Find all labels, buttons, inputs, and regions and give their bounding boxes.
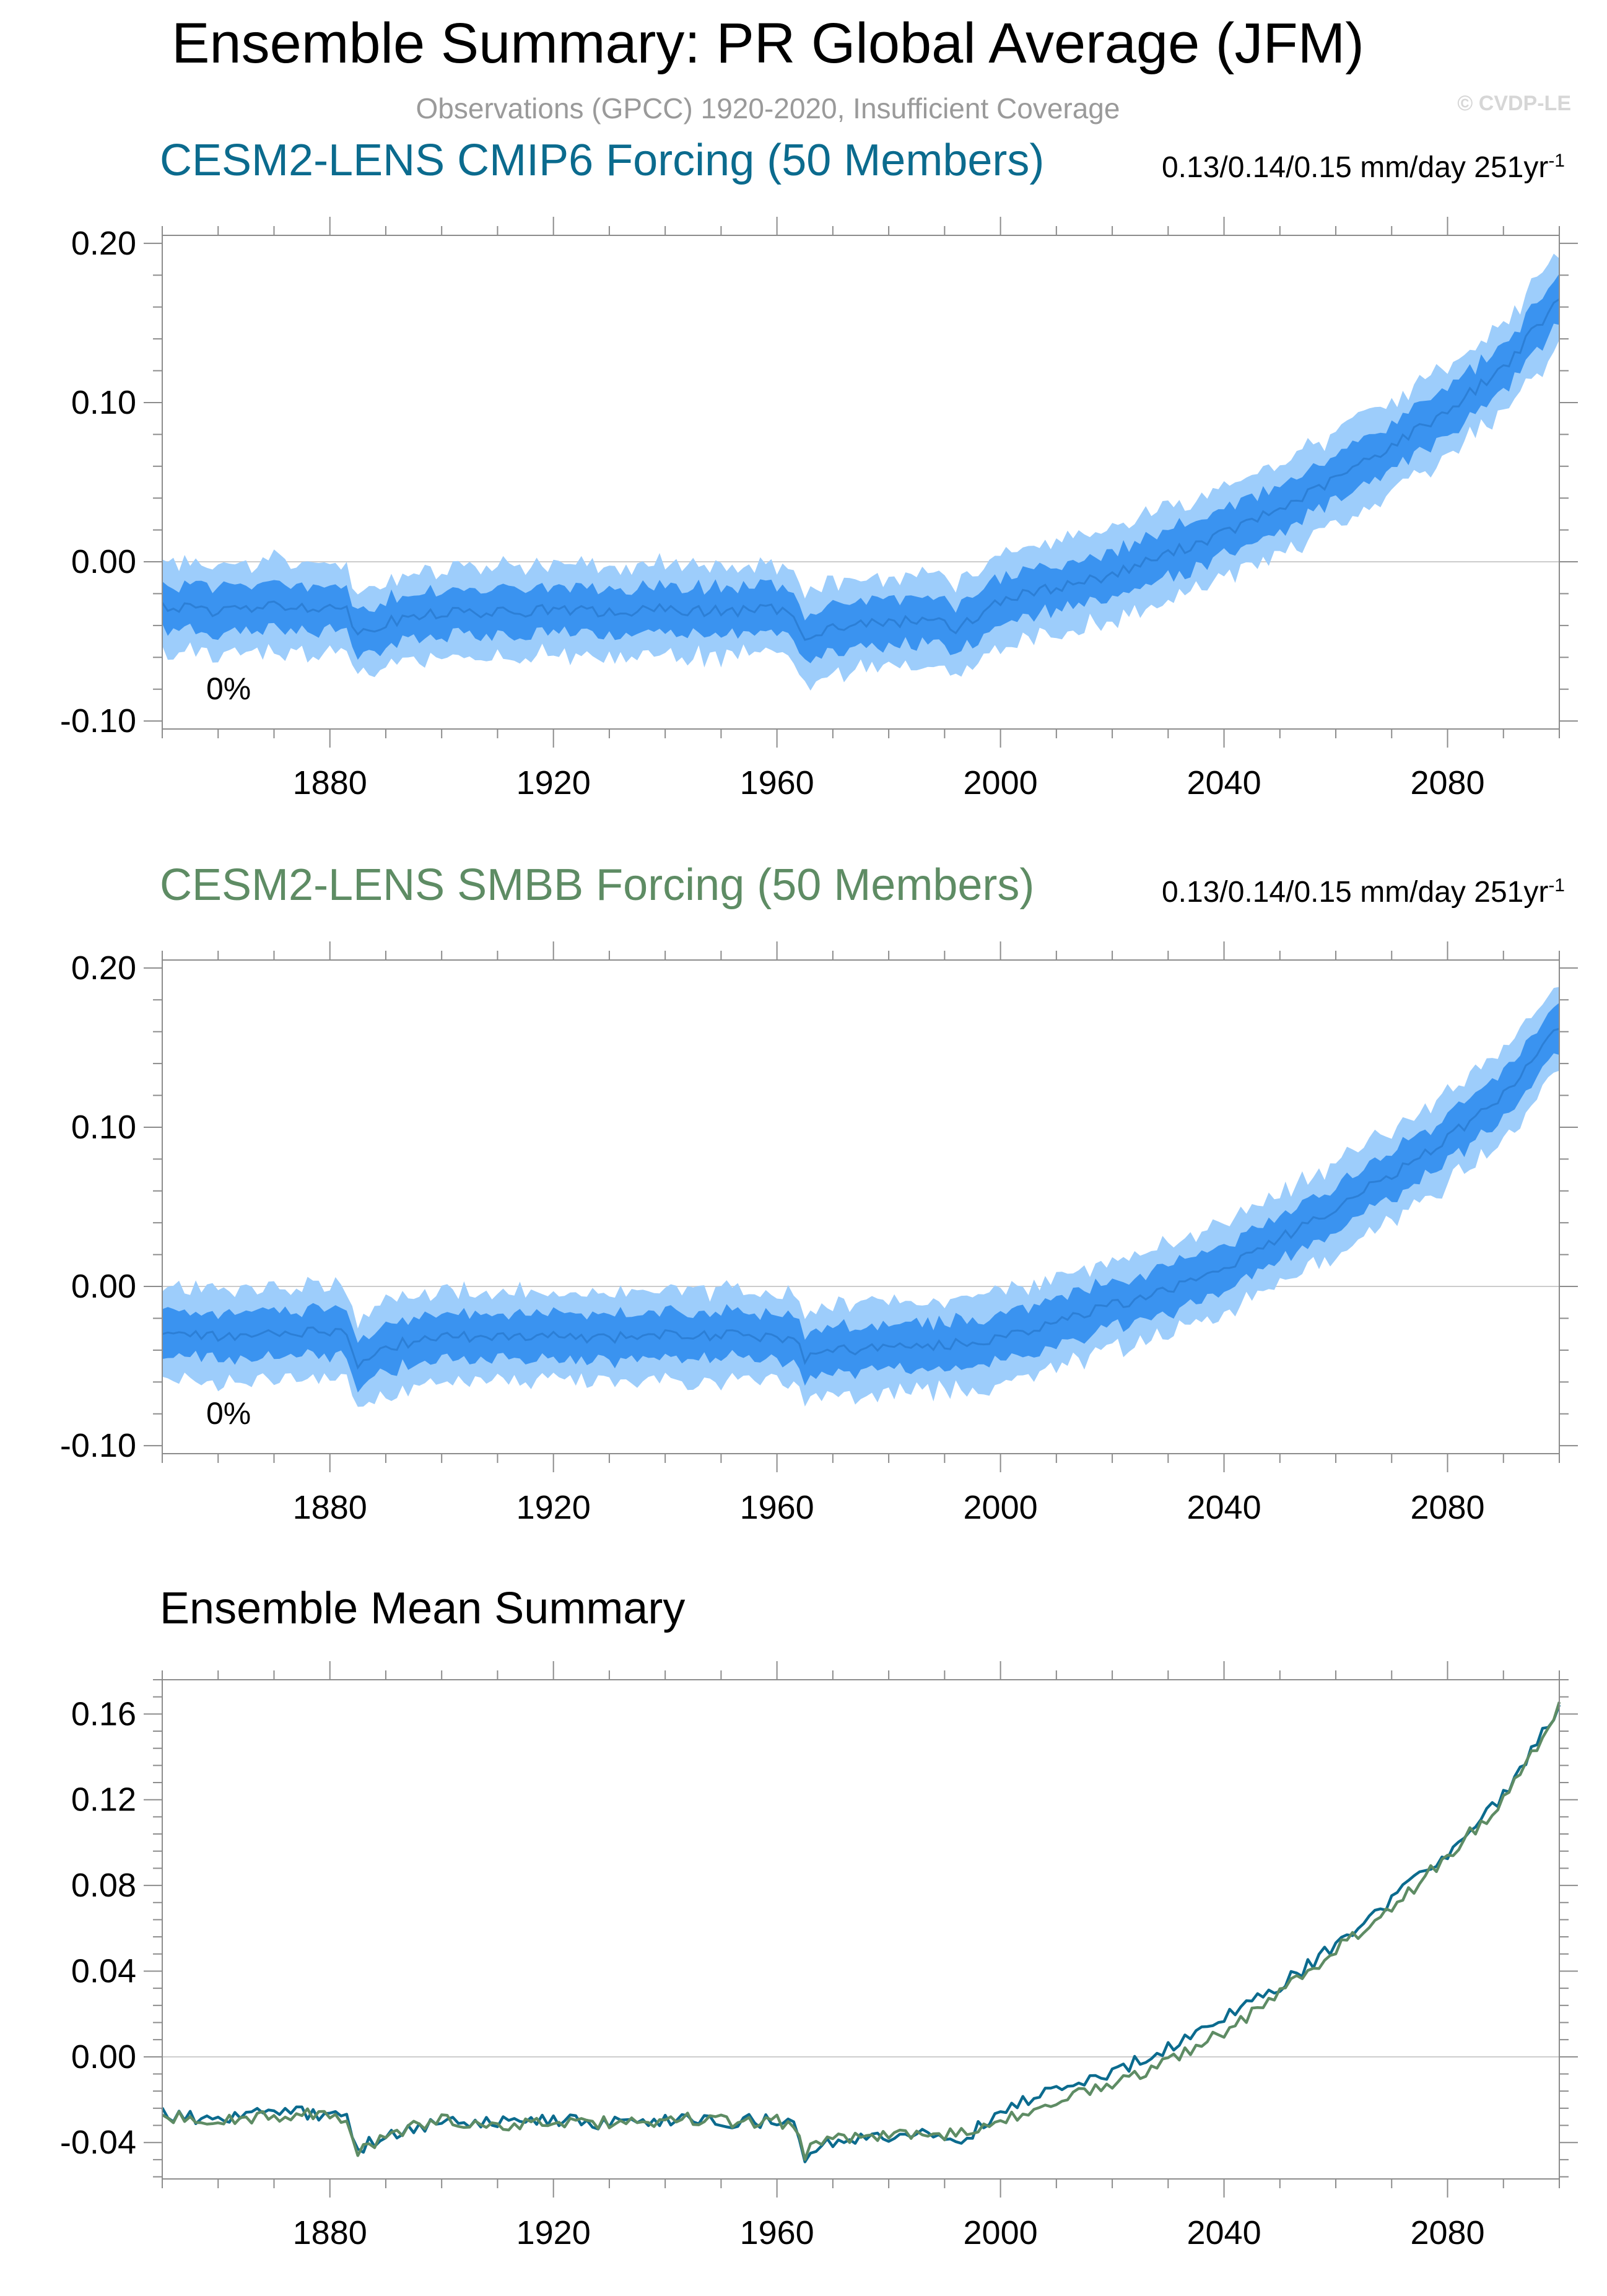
panel-2-x-tick-label: 1880 <box>293 1489 367 1526</box>
panel-2-x-tick-label: 1920 <box>516 1489 591 1526</box>
panel-1-stats: 0.13/0.14/0.15 mm/day 251yr-1 <box>1161 151 1565 184</box>
panel-1-frame <box>162 235 1560 730</box>
panel-1-percent-label: 0% <box>206 671 251 706</box>
panel-3-x-tick-label: 1880 <box>293 2214 367 2251</box>
panel-2-title: CESM2-LENS SMBB Forcing (50 Members) <box>160 860 1035 910</box>
panel-3-x-tick-label: 2080 <box>1410 2214 1484 2251</box>
panel-2-y-tick-label: 0.10 <box>71 1109 136 1146</box>
panel-1-x-tick-label: 1880 <box>293 764 367 801</box>
main-title: Ensemble Summary: PR Global Average (JFM… <box>172 12 1364 75</box>
panel-1-x-tick-label: 1960 <box>740 764 814 801</box>
panel-1-y-tick-label: -0.10 <box>60 702 136 740</box>
panel-2-y-tick-label: 0.20 <box>71 949 136 987</box>
panel-1-x-tick-label: 2040 <box>1187 764 1261 801</box>
panel-2-x-tick-label: 1960 <box>740 1489 814 1526</box>
panel-3-series-1-line <box>161 1704 1561 2163</box>
copyright-label: © CVDP-LE <box>1457 92 1571 115</box>
panel-1-outer-band <box>162 253 1559 691</box>
subtitle: Observations (GPCC) 1920-2020, Insuffici… <box>416 92 1120 124</box>
panel-3-y-tick-label: 0.16 <box>71 1695 136 1732</box>
panel-1-y-tick-label: 0.10 <box>71 384 136 421</box>
panel-2-y-tick-label: -0.10 <box>60 1427 136 1464</box>
panel-3-frame <box>162 1679 1560 2180</box>
panel-2-outer-band <box>162 987 1559 1407</box>
panel-1-x-tick-label: 2000 <box>964 764 1038 801</box>
panel-3-y-tick-label: 0.00 <box>71 2038 136 2076</box>
panel-3-x-tick-label: 2000 <box>964 2214 1038 2251</box>
panel-2-inner-band <box>162 1002 1559 1393</box>
panel-1-inner-band <box>162 273 1559 663</box>
panel-3-series-2-line <box>161 1701 1561 2162</box>
panel-2-ensemble-mean-line <box>162 1028 1560 1370</box>
panel-2-y-tick-label: 0.00 <box>71 1268 136 1305</box>
panel-2-frame <box>162 959 1560 1454</box>
panel-3-y-tick-label: -0.04 <box>60 2124 136 2161</box>
panel-3-y-tick-label: 0.04 <box>71 1952 136 1989</box>
panel-3-y-tick-label: 0.12 <box>71 1781 136 1818</box>
panel-1-y-tick-label: 0.00 <box>71 543 136 580</box>
panel-1-x-tick-label: 2080 <box>1410 764 1484 801</box>
panel-2-percent-label: 0% <box>206 1396 251 1431</box>
panel-1-x-tick-label: 1920 <box>516 764 591 801</box>
panel-2-x-tick-label: 2000 <box>964 1489 1038 1526</box>
panel-3-y-tick-label: 0.08 <box>71 1867 136 1904</box>
panel-1-title: CESM2-LENS CMIP6 Forcing (50 Members) <box>160 136 1045 185</box>
panel-3-title: Ensemble Mean Summary <box>160 1584 686 1633</box>
panel-3-x-tick-label: 1920 <box>516 2214 591 2251</box>
panel-2-x-tick-label: 2040 <box>1187 1489 1261 1526</box>
panel-2-stats: 0.13/0.14/0.15 mm/day 251yr-1 <box>1161 875 1565 909</box>
panel-3-x-tick-label: 2040 <box>1187 2214 1261 2251</box>
panel-3-x-tick-label: 1960 <box>740 2214 814 2251</box>
panel-1-y-tick-label: 0.20 <box>71 225 136 262</box>
panel-1-ensemble-mean-line <box>161 298 1560 641</box>
panel-2-x-tick-label: 2080 <box>1410 1489 1484 1526</box>
